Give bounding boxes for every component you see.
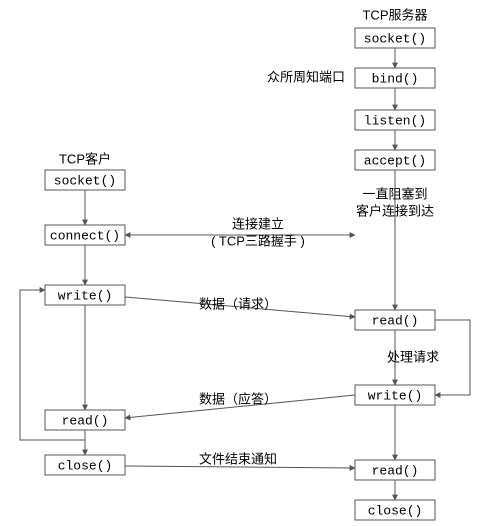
label-data-req: 数据（请求） (199, 296, 277, 311)
label-server-title: TCP服务器 (362, 7, 427, 22)
node-s-accept: accept() (355, 150, 435, 170)
nodes-layer: socket() bind() listen() accept() read() writ… (45, 28, 435, 520)
svg-text:read(): read() (372, 313, 419, 328)
node-c-read: read() (45, 410, 125, 430)
node-c-close: close() (45, 455, 125, 475)
svg-text:read(): read() (372, 463, 419, 478)
node-s-close: close() (355, 500, 435, 520)
node-c-connect: connect() (45, 225, 125, 245)
svg-text:listen(): listen() (364, 113, 426, 128)
svg-text:socket(): socket() (364, 31, 426, 46)
svg-text:socket(): socket() (54, 173, 116, 188)
svg-text:write(): write() (368, 388, 423, 403)
label-conn-estab2: ( TCP三路握手 ) (211, 233, 305, 248)
label-block-until-conn2: 客户连接到达 (356, 203, 434, 218)
node-s-socket: socket() (355, 28, 435, 48)
node-s-read2: read() (355, 460, 435, 480)
node-s-write: write() (355, 385, 435, 405)
label-conn-estab1: 连接建立 (232, 216, 284, 231)
node-c-socket: socket() (45, 170, 125, 190)
svg-text:close(): close() (368, 503, 423, 518)
tcp-flow-diagram: socket() bind() listen() accept() read() writ… (0, 0, 500, 526)
svg-text:close(): close() (58, 458, 113, 473)
node-s-read1: read() (355, 310, 435, 330)
svg-text:read(): read() (62, 413, 109, 428)
node-s-bind: bind() (355, 68, 435, 88)
svg-text:accept(): accept() (364, 153, 426, 168)
svg-text:bind(): bind() (372, 71, 419, 86)
node-c-write: write() (45, 285, 125, 305)
label-data-resp: 数据（应答） (199, 391, 277, 406)
edge-16 (435, 320, 470, 395)
label-proc-req: 处理请求 (387, 349, 439, 364)
svg-text:write(): write() (58, 288, 113, 303)
label-client-title: TCP客户 (59, 151, 111, 166)
label-block-until-conn1: 一直阻塞到 (362, 186, 427, 201)
label-eof-notify: 文件结束通知 (199, 451, 277, 466)
svg-text:connect(): connect() (50, 228, 120, 243)
node-s-listen: listen() (355, 110, 435, 130)
label-well-known-port: 众所周知端口 (267, 69, 345, 84)
